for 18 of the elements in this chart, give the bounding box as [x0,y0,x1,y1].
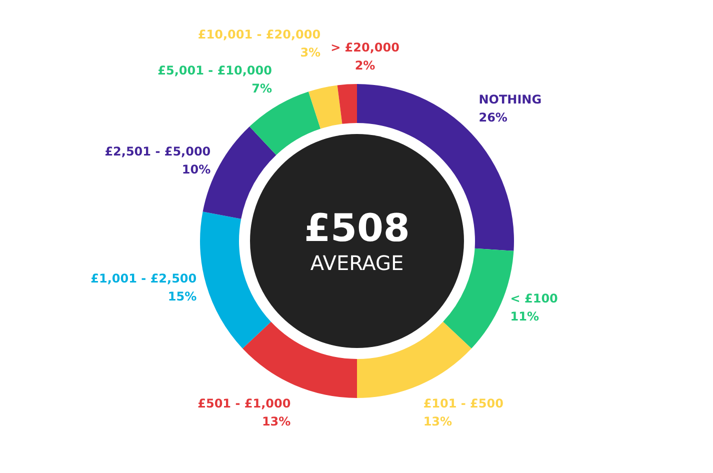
data-label: 13% [262,414,291,428]
slice-label: NOTHING [478,92,542,107]
slice-label: £101 - £500 [423,396,504,410]
data-label: 7% [252,81,272,96]
data-label: 11% [510,309,539,324]
data-label: 2% [354,58,376,72]
slice-label: £10,001 - £20,000 [198,27,321,42]
slice-label: £1,001 - £2,500 [90,272,197,286]
slice-label: £501 - £1,000 [198,396,291,410]
data-label: 13% [423,414,452,428]
data-label: 10% [182,162,211,177]
slice-label: £5,001 - £10,000 [158,63,272,78]
slice-label: > £20,000 [330,40,400,54]
slice-label: £2,501 - £5,000 [104,144,211,159]
data-label: 26% [478,110,508,125]
data-label: 15% [168,290,197,304]
data-label: 3% [300,45,321,60]
slice-label: < £100 [510,291,558,306]
